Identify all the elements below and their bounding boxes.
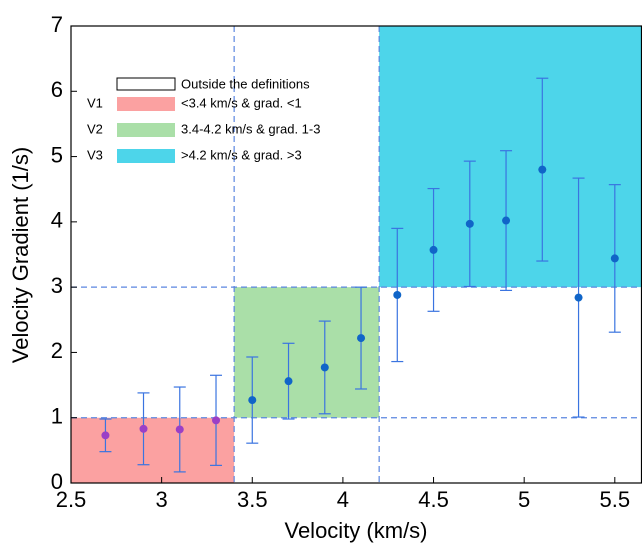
legend-label: 3.4-4.2 km/s & grad. 1-3: [181, 121, 320, 136]
x-tick-label: 5.5: [600, 487, 631, 512]
legend-name: V2: [87, 121, 103, 136]
region: [71, 417, 235, 483]
data-point: [357, 334, 366, 343]
data-point: [175, 425, 184, 434]
data-point: [101, 431, 110, 440]
x-tick-label: 5: [518, 487, 530, 512]
data-point: [284, 377, 293, 386]
x-tick-label: 3: [156, 487, 168, 512]
data-point: [574, 293, 583, 302]
data-point: [248, 396, 257, 405]
legend-swatch: [117, 149, 175, 163]
data-point: [212, 416, 221, 425]
x-tick-label: 4: [337, 487, 349, 512]
data-point: [465, 219, 474, 228]
legend-label: >4.2 km/s & grad. >3: [181, 147, 302, 162]
y-tick-label: 7: [51, 12, 63, 37]
legend-name: V1: [87, 95, 103, 110]
legend-swatch: [117, 97, 175, 111]
y-tick-label: 6: [51, 77, 63, 102]
data-point: [538, 165, 547, 174]
legend-label: <3.4 km/s & grad. <1: [181, 95, 302, 110]
data-point: [429, 245, 438, 254]
data-point: [320, 363, 329, 372]
region: [379, 26, 642, 288]
y-axis-label: Velocity Gradient (1/s): [8, 147, 33, 363]
data-point: [393, 290, 402, 299]
region: [234, 287, 380, 418]
y-tick-label: 3: [51, 273, 63, 298]
y-tick-label: 1: [51, 404, 63, 429]
data-point: [139, 424, 148, 433]
x-tick-label: 4.5: [418, 487, 449, 512]
legend-name: V3: [87, 147, 103, 162]
legend-label: Outside the definitions: [181, 76, 310, 91]
y-tick-label: 5: [51, 142, 63, 167]
legend-swatch: [116, 77, 176, 91]
data-point: [610, 254, 619, 263]
x-tick-label: 3.5: [237, 487, 268, 512]
y-tick-label: 2: [51, 338, 63, 363]
y-tick-label: 4: [51, 208, 63, 233]
legend-swatch: [117, 123, 175, 137]
y-tick-label: 0: [51, 469, 63, 494]
data-point: [502, 216, 511, 225]
x-tick-label: 2.5: [56, 487, 87, 512]
x-axis-label: Velocity (km/s): [284, 518, 427, 543]
